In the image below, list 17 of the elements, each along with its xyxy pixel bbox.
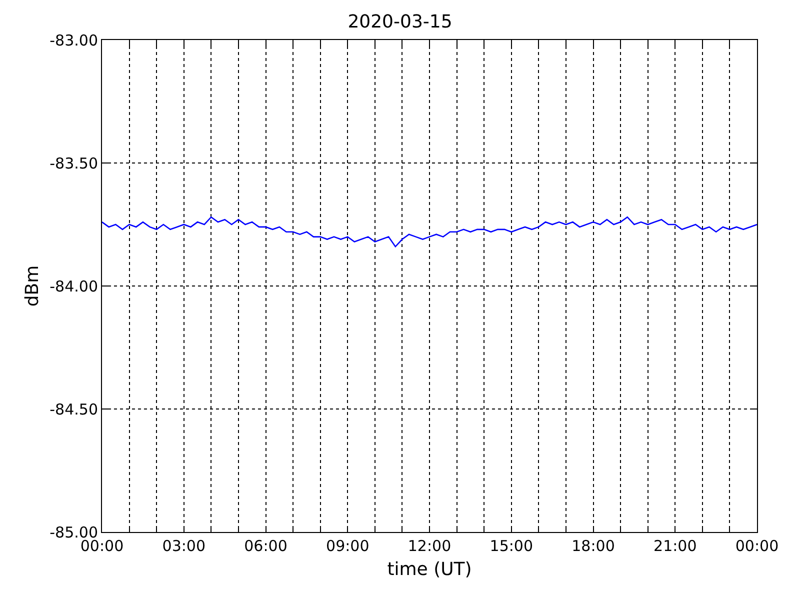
x-tick-label: 00:00: [735, 537, 779, 555]
y-tick-label: -84.00: [50, 277, 98, 296]
chart-title: 2020-03-15: [348, 11, 452, 32]
x-tick-label: 21:00: [654, 537, 697, 555]
line-series: [102, 216, 757, 248]
y-tick-label: -84.50: [50, 400, 98, 418]
y-tick-label: -83.50: [50, 154, 98, 172]
x-tick-label: 03:00: [162, 537, 206, 555]
y-tick-label: -83.00: [50, 31, 98, 50]
y-axis-title: dBm: [22, 265, 43, 307]
x-tick-label: 09:00: [326, 537, 370, 555]
x-axis-title: time (UT): [387, 559, 472, 580]
x-tick-label: 00:00: [80, 537, 124, 555]
x-tick-label: 15:00: [490, 537, 533, 555]
x-tick-label: 18:00: [572, 537, 615, 555]
x-tick-label: 12:00: [408, 537, 452, 555]
x-tick-label: 06:00: [244, 537, 288, 555]
